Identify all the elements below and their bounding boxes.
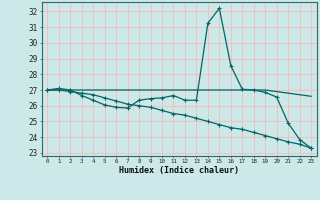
X-axis label: Humidex (Indice chaleur): Humidex (Indice chaleur) bbox=[119, 166, 239, 175]
